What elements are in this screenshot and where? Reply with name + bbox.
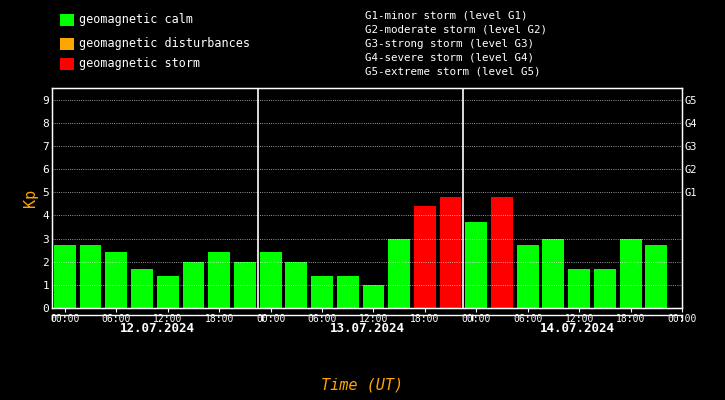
Text: G2-moderate storm (level G2): G2-moderate storm (level G2) [365,25,547,35]
Text: G1-minor storm (level G1): G1-minor storm (level G1) [365,11,528,21]
Bar [465,222,487,308]
Bar [517,246,539,308]
Bar [439,197,462,308]
Text: 13.07.2024: 13.07.2024 [329,322,405,334]
Bar [260,252,281,308]
Bar [286,262,307,308]
Bar [80,246,102,308]
Bar [311,276,333,308]
Text: 12.07.2024: 12.07.2024 [120,322,194,334]
Text: G3-strong storm (level G3): G3-strong storm (level G3) [365,39,534,49]
Bar [131,269,153,308]
Bar [645,246,667,308]
Text: geomagnetic calm: geomagnetic calm [79,14,193,26]
Text: Time (UT): Time (UT) [321,378,404,393]
Y-axis label: Kp: Kp [23,189,38,207]
Bar [337,276,359,308]
Text: 14.07.2024: 14.07.2024 [539,322,615,334]
Bar [620,238,642,308]
Bar [388,238,410,308]
Text: geomagnetic disturbances: geomagnetic disturbances [79,38,250,50]
Bar [568,269,590,308]
Bar [157,276,178,308]
Bar [414,206,436,308]
Text: geomagnetic storm: geomagnetic storm [79,58,200,70]
Text: G5-extreme storm (level G5): G5-extreme storm (level G5) [365,67,541,77]
Bar [54,246,76,308]
Bar [105,252,127,308]
Bar [491,197,513,308]
Bar [183,262,204,308]
Text: G4-severe storm (level G4): G4-severe storm (level G4) [365,53,534,63]
Bar [594,269,616,308]
Bar [208,252,230,308]
Bar [542,238,564,308]
Bar [234,262,256,308]
Bar [362,285,384,308]
